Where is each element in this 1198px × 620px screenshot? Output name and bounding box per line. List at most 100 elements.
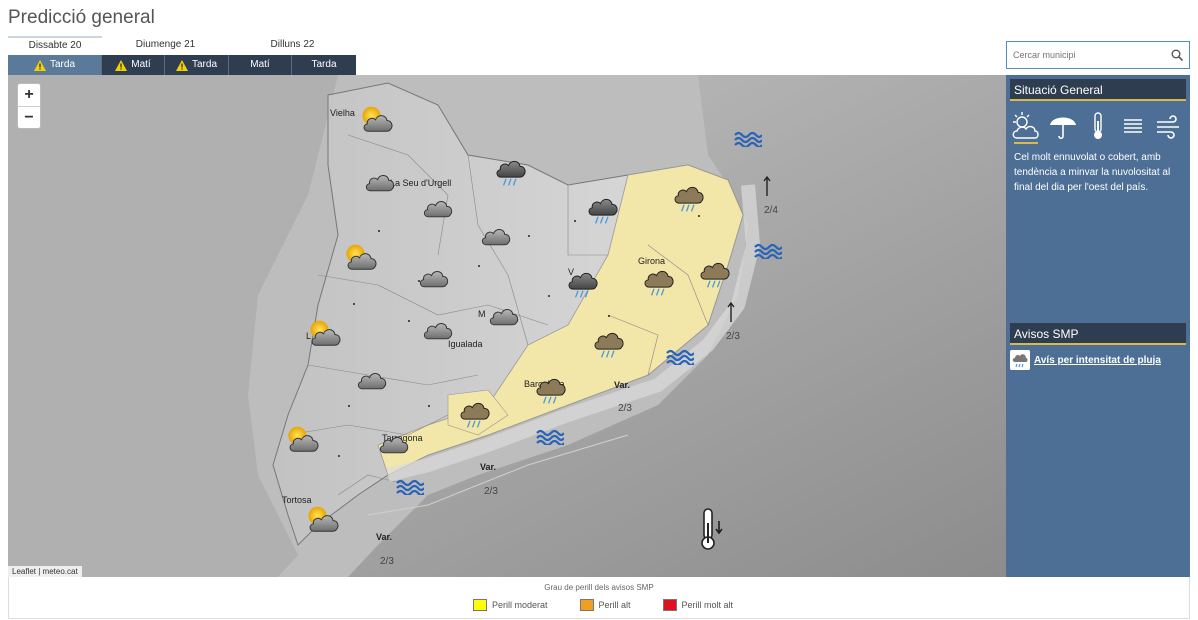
- sea-state-value: 2/3: [726, 331, 740, 342]
- place-label: La Seu d'Urgell: [390, 178, 452, 188]
- wind-icon[interactable]: [1156, 111, 1182, 141]
- map-dot: [528, 235, 530, 237]
- sea-state-value: 2/3: [618, 403, 632, 414]
- day-tabs: Dissabte 20 Diumenge 21 Dilluns 22 Tarda…: [8, 36, 356, 76]
- avisos-heading: Avisos SMP: [1010, 323, 1186, 345]
- cloud-icon: [422, 197, 454, 219]
- rain-icon: [592, 331, 626, 359]
- page-title: Predicció general: [8, 7, 155, 28]
- map-dot: [353, 303, 355, 305]
- rain-icon: [566, 271, 600, 299]
- legend-item: Perill alt: [579, 599, 631, 611]
- wave-direction-icon: [727, 301, 735, 322]
- map-dot: [574, 220, 576, 222]
- zoom-in-button[interactable]: +: [24, 86, 34, 103]
- map-dot: [478, 265, 480, 267]
- rain-icon: [698, 261, 732, 289]
- legend-swatch: [662, 599, 677, 611]
- avis-link[interactable]: Avís per intensitat de pluja: [1034, 354, 1161, 366]
- period-label: Tarda: [191, 59, 217, 70]
- thermometer-icon[interactable]: [1088, 111, 1108, 141]
- umbrella-icon[interactable]: [1048, 111, 1078, 141]
- map-terrain: [8, 75, 1006, 577]
- place-label: M: [478, 309, 486, 319]
- period-label: Tarda: [49, 59, 75, 70]
- legend: Grau de perill dels avisos SMP Perill mo…: [8, 577, 1190, 619]
- rain-icon: [494, 159, 528, 187]
- search-box: [1006, 41, 1190, 69]
- situacio-heading: Situació General: [1010, 79, 1186, 101]
- rain-icon: [586, 197, 620, 225]
- tab-period-1[interactable]: Tarda: [8, 55, 102, 75]
- waves-icon: [536, 429, 564, 445]
- tab-period-3[interactable]: Tarda: [165, 55, 229, 75]
- sea-var-label: Var.: [480, 462, 497, 472]
- warning-icon: [175, 59, 188, 71]
- sun-cloud-icon[interactable]: [1010, 111, 1040, 141]
- waves-icon: [666, 349, 694, 365]
- sea-state-value: 2/4: [764, 205, 778, 216]
- rain-icon: [642, 269, 676, 297]
- legend-item: Perill moderat: [473, 599, 548, 611]
- cloud-icon: [488, 305, 520, 327]
- rain-icon: [458, 401, 492, 429]
- fog-icon[interactable]: [1122, 111, 1144, 141]
- place-label: L: [306, 331, 312, 341]
- place-label: V: [568, 267, 575, 277]
- thermometer-down-icon: [701, 508, 723, 550]
- cloud-icon: [418, 267, 450, 289]
- search-icon[interactable]: [1171, 49, 1183, 61]
- sea-var-label: Var.: [376, 532, 393, 542]
- map-dot: [428, 405, 430, 407]
- legend-title: Grau de perill dels avisos SMP: [544, 583, 654, 592]
- cloud-icon: [356, 369, 388, 391]
- place-label: Tarragona: [382, 433, 423, 443]
- legend-item: Perill molt alt: [662, 599, 734, 611]
- waves-icon: [396, 479, 424, 495]
- place-label: Vielha: [330, 108, 355, 118]
- sun-cloud-icon: [360, 105, 396, 133]
- sea-state-value: 2/3: [484, 486, 498, 497]
- sea-var-label: Var.: [614, 380, 631, 390]
- sea-state-value: 2/3: [380, 556, 394, 567]
- legend-swatch: [473, 599, 487, 611]
- legend-label: Perill alt: [598, 600, 631, 610]
- active-icon-indicator: [1014, 142, 1038, 144]
- rain-icon: [672, 185, 706, 213]
- place-label: Igualada: [448, 339, 483, 349]
- legend-swatch: [579, 599, 594, 611]
- warning-icon: [115, 59, 128, 71]
- map-attribution[interactable]: Leaflet | meteo.cat: [8, 566, 82, 577]
- place-label: Girona: [638, 256, 666, 266]
- tab-day-2[interactable]: Diumenge 21: [135, 39, 196, 50]
- rain-warning-icon: [1010, 350, 1030, 370]
- rain-icon: [534, 377, 568, 405]
- legend-label: Perill molt alt: [681, 600, 734, 610]
- cloud-icon: [378, 433, 410, 455]
- period-label: Matí: [131, 59, 151, 70]
- sun-cloud-icon: [344, 243, 380, 271]
- zoom-out-button[interactable]: −: [18, 106, 40, 128]
- side-panel: Situació General Cel molt ennuvolat o co…: [1006, 75, 1190, 577]
- tab-period-2[interactable]: Matí: [102, 55, 165, 75]
- forecast-map[interactable]: + − Vielha La Seu d'Urgell Girona Iguala…: [8, 75, 1006, 577]
- map-dot: [378, 230, 380, 232]
- warning-icon: [33, 59, 46, 71]
- situacio-icons: [1010, 111, 1186, 141]
- tab-period-4[interactable]: Matí: [229, 55, 292, 75]
- map-dot: [408, 320, 410, 322]
- map-dot: [608, 315, 610, 317]
- tab-day-1[interactable]: Dissabte 20: [8, 36, 102, 54]
- tab-period-5[interactable]: Tarda: [292, 55, 356, 75]
- sun-cloud-icon: [306, 505, 342, 533]
- cloud-icon: [422, 319, 454, 341]
- map-dot: [548, 295, 550, 297]
- waves-icon: [734, 131, 762, 147]
- tab-day-3[interactable]: Dilluns 22: [270, 39, 315, 50]
- search-input[interactable]: [1007, 42, 1157, 68]
- avis-item[interactable]: Avís per intensitat de pluja: [1010, 349, 1186, 371]
- situacio-text: Cel molt ennuvolat o cobert, amb tendènc…: [1014, 152, 1171, 193]
- period-label: Matí: [250, 59, 270, 70]
- waves-icon: [754, 243, 782, 259]
